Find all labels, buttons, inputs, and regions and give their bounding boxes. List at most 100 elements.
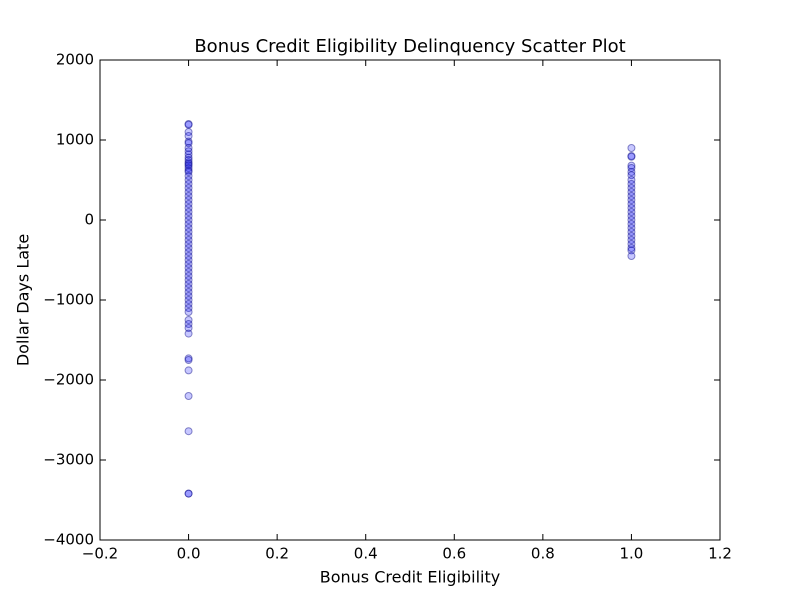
scatter-point xyxy=(627,152,636,160)
scatter-point xyxy=(184,160,193,168)
scatter-point xyxy=(184,280,193,288)
scatter-point xyxy=(184,200,193,208)
scatter-point xyxy=(627,180,636,188)
scatter-point xyxy=(627,196,636,204)
scatter-point xyxy=(184,216,193,224)
scatter-point xyxy=(184,427,193,436)
scatter-point xyxy=(184,272,193,280)
scatter-point xyxy=(184,324,193,332)
x-tick-label: 0.6 xyxy=(442,545,466,563)
scatter-point xyxy=(184,196,193,204)
scatter-point xyxy=(627,240,636,248)
scatter-point xyxy=(627,176,636,184)
scatter-point xyxy=(184,300,193,308)
scatter-point xyxy=(184,188,193,196)
x-tick-label: −0.2 xyxy=(82,545,118,563)
scatter-point xyxy=(184,224,193,232)
scatter-point xyxy=(627,161,636,170)
chart-title: Bonus Credit Eligibility Delinquency Sca… xyxy=(194,36,625,57)
scatter-point xyxy=(184,304,193,312)
scatter-point xyxy=(627,246,636,255)
scatter-point xyxy=(184,248,193,256)
x-tick-label: 1.0 xyxy=(619,545,643,563)
scatter-point xyxy=(627,216,636,224)
y-tick-label: −2000 xyxy=(43,371,94,389)
scatter-point xyxy=(184,252,193,260)
scatter-point xyxy=(184,184,193,192)
scatter-point xyxy=(627,208,636,216)
scatter-point xyxy=(184,236,193,244)
scatter-point xyxy=(184,320,193,328)
scatter-point xyxy=(184,244,193,252)
scatter-point xyxy=(627,228,636,236)
scatter-point xyxy=(627,204,636,212)
scatter-point xyxy=(184,292,193,300)
plot-frame xyxy=(99,59,721,541)
scatter-point xyxy=(627,164,636,172)
scatter-point xyxy=(184,256,193,264)
scatter-point xyxy=(184,264,193,272)
scatter-point xyxy=(184,192,193,200)
scatter-point xyxy=(627,168,636,176)
scatter-point xyxy=(184,166,193,175)
scatter-point xyxy=(184,356,193,364)
scatter-point xyxy=(627,192,636,200)
scatter-point xyxy=(184,284,193,292)
scatter-point xyxy=(184,158,193,167)
scatter-point xyxy=(184,220,193,228)
scatter-point xyxy=(184,489,193,498)
scatter-point xyxy=(627,220,636,228)
scatter-point xyxy=(184,180,193,188)
scatter-point xyxy=(184,172,193,180)
scatter-point xyxy=(184,161,193,170)
scatter-point xyxy=(184,296,193,304)
scatter-point xyxy=(184,232,193,240)
scatter-point xyxy=(184,156,193,164)
x-tick-label: 0.8 xyxy=(531,545,555,563)
scatter-point xyxy=(184,288,193,296)
scatter-point xyxy=(627,244,636,252)
scatter-point xyxy=(184,128,193,136)
y-tick-label: 1000 xyxy=(56,131,94,149)
scatter-point xyxy=(184,489,193,498)
scatter-point xyxy=(184,308,193,316)
x-tick-label: 0.0 xyxy=(177,545,201,563)
scatter-point xyxy=(627,171,636,180)
scatter-point xyxy=(184,208,193,216)
scatter-point xyxy=(184,316,193,324)
scatter-point xyxy=(627,184,636,192)
scatter-point xyxy=(184,137,193,146)
scatter-point xyxy=(184,329,193,338)
scatter-point xyxy=(184,392,193,400)
scatter-point xyxy=(184,144,193,152)
scatter-point xyxy=(184,268,193,276)
scatter-point xyxy=(184,260,193,268)
y-tick-label: −3000 xyxy=(43,451,94,469)
scatter-point xyxy=(184,150,193,159)
scatter-point xyxy=(627,200,636,208)
y-tick-label: 0 xyxy=(84,211,94,229)
x-tick-label: 0.2 xyxy=(265,545,289,563)
x-tick-label: 1.2 xyxy=(708,545,732,563)
scatter-point xyxy=(627,252,636,260)
y-axis-label: Dollar Days Late xyxy=(14,234,33,366)
x-tick-label: 0.4 xyxy=(354,545,378,563)
scatter-point xyxy=(184,240,193,248)
scatter-point xyxy=(184,139,193,148)
scatter-point xyxy=(184,354,193,363)
scatter-point xyxy=(184,120,193,129)
y-tick-label: −4000 xyxy=(43,531,94,549)
scatter-point xyxy=(184,204,193,212)
x-axis-label: Bonus Credit Eligibility xyxy=(320,568,501,587)
scatter-point xyxy=(184,147,193,156)
scatter-point xyxy=(627,224,636,232)
scatter-point xyxy=(184,132,193,140)
scatter-point xyxy=(184,212,193,220)
y-tick-label: 2000 xyxy=(56,51,94,69)
scatter-point xyxy=(627,152,636,161)
scatter-point xyxy=(627,144,636,152)
y-tick-label: −1000 xyxy=(43,291,94,309)
